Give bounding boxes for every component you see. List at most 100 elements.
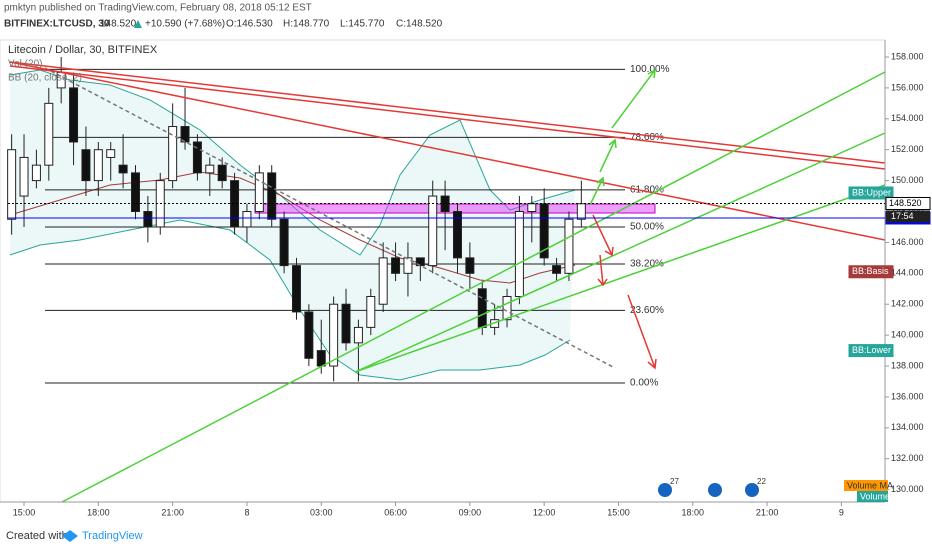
candle-body: [452, 211, 462, 259]
candle-body: [44, 102, 54, 166]
candle-body: [7, 149, 17, 220]
last-price: 148.520: [100, 19, 137, 30]
candle-body: [93, 149, 103, 182]
y-tick-label: 150.000: [891, 175, 924, 185]
fib-label: 50.00%: [630, 222, 664, 233]
candle-body: [403, 257, 413, 274]
bb-basis: [9, 171, 576, 284]
legend-bb: BB (20, close, 2): [8, 73, 82, 84]
arrow-red: [592, 214, 614, 257]
event-count: 22: [757, 477, 766, 486]
y-tick-label: 138.000: [891, 360, 924, 370]
price-tag: [848, 344, 894, 358]
x-tick-label: 21:00: [756, 507, 779, 517]
candle-body: [576, 203, 586, 220]
candle-body: [329, 303, 339, 367]
countdown-tag: [886, 210, 930, 223]
bb-lower: [9, 219, 571, 381]
volume-tag: [857, 491, 888, 502]
candle-body: [366, 295, 376, 328]
y-tick-label: 140.000: [891, 329, 924, 339]
x-tick-label: 15:00: [13, 507, 36, 517]
fib-label: 0.00%: [630, 378, 658, 389]
y-tick-label: 152.000: [891, 144, 924, 154]
volume-label: Volume: [860, 491, 890, 501]
candle-body: [415, 257, 425, 267]
price-tag: [848, 265, 894, 279]
bb-upper: [9, 69, 576, 256]
price-tag: [885, 196, 931, 210]
price-tag-label: BB:Basis: [852, 266, 889, 276]
y-tick-label: 146.000: [891, 237, 924, 247]
fib-label: 100.00%: [630, 64, 670, 75]
candle-body: [552, 265, 562, 274]
trend-green: [354, 132, 886, 373]
fib-label: 61.80%: [630, 185, 664, 196]
x-tick-label: 12:00: [533, 507, 556, 517]
price-tag: [848, 186, 894, 200]
candle-body: [205, 164, 215, 174]
candle-body: [267, 172, 277, 220]
trend-red: [9, 61, 886, 164]
y-tick-label: 134.000: [891, 422, 924, 432]
event-icon: [745, 483, 759, 497]
event-count: 27: [670, 477, 679, 486]
legend: Litecoin / Dollar, 30, BITFINEX Vol (20)…: [8, 44, 158, 84]
candle-body: [304, 311, 314, 359]
x-tick-label: 03:00: [310, 507, 333, 517]
x-tick-label: 18:00: [87, 507, 110, 517]
logo: [62, 530, 78, 542]
candle-body: [527, 203, 537, 213]
candle-body: [564, 218, 574, 274]
candles: [7, 56, 586, 382]
footer: Created with TradingView: [6, 530, 143, 542]
candle-body: [168, 126, 178, 182]
events: 27 22: [658, 477, 766, 497]
drawings: [9, 61, 886, 503]
close: C:148.520: [396, 19, 443, 30]
candle-body: [31, 164, 41, 182]
trend-green: [61, 71, 886, 503]
axes: 130.000 132.000 134.000 136.000 138.000 140.0…: [0, 40, 931, 517]
fib-label: 38.20%: [630, 259, 664, 270]
y-tick-label: 158.000: [891, 51, 924, 61]
arrow-green: [599, 138, 617, 173]
x-tick-label: 09:00: [459, 507, 482, 517]
candle-body: [143, 211, 153, 228]
fib-label: 23.60%: [630, 305, 664, 316]
y-tick-label: 130.000: [891, 484, 924, 494]
candle-body: [465, 257, 475, 274]
candle-body: [192, 141, 202, 174]
candle-body: [180, 126, 190, 143]
y-tick-label: 154.000: [891, 113, 924, 123]
footer-brand: TradingView: [82, 530, 143, 542]
candle-body: [341, 303, 351, 344]
price-tag-label: BB:Lower: [852, 345, 891, 355]
y-tick-label: 144.000: [891, 268, 924, 278]
candle-body: [242, 211, 252, 228]
footer-created: Created with: [6, 530, 68, 542]
candle-body: [106, 149, 116, 158]
y-tick-label: 156.000: [891, 82, 924, 92]
trend-red: [9, 61, 886, 241]
arrow-green: [589, 176, 605, 206]
candle-body: [316, 350, 326, 367]
trend-red: [9, 65, 886, 170]
volume-ma-tag: [844, 480, 888, 491]
event-icon: [708, 483, 722, 497]
x-tick-label: 18:00: [682, 507, 705, 517]
countdown: 17:54: [891, 211, 914, 221]
candle-body: [118, 164, 128, 174]
candle-body: [502, 295, 512, 321]
candle-body: [279, 218, 289, 267]
price-tag-label: 148.520: [889, 198, 922, 208]
y-tick-label: 136.000: [891, 391, 924, 401]
change: +10.590 (+7.68%): [145, 19, 225, 30]
low: L:145.770: [340, 19, 385, 30]
up-arrow: [134, 20, 142, 28]
y-tick-label: 142.000: [891, 299, 924, 309]
event-icon: [658, 483, 672, 497]
header: pmktyn published on TradingView.com, Feb…: [4, 3, 443, 30]
arrow-red: [627, 294, 657, 370]
publisher: pmktyn published on TradingView.com, Feb…: [4, 3, 312, 14]
